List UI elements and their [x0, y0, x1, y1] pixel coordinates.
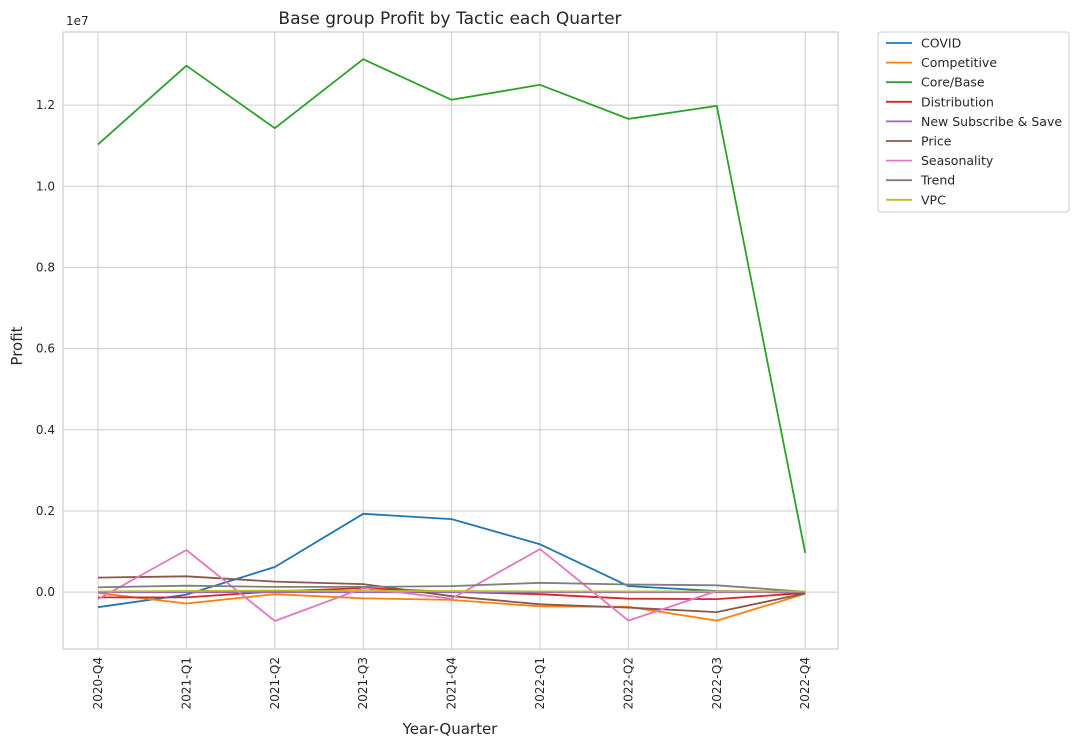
y-axis-label: Profit: [8, 326, 26, 365]
series-line-6: [97, 548, 806, 622]
legend-label: COVID: [921, 36, 961, 51]
x-axis-ticks: 2020-Q4 2021-Q1 2021-Q2 2021-Q3 2021-Q4 2022-…: [91, 657, 812, 709]
chart-title: Base group Profit by Tactic each Quarter: [278, 9, 621, 29]
x-tick-label: 2021-Q3: [356, 657, 370, 709]
series-line-8: [97, 589, 806, 593]
y-tick-label: 0.8: [36, 260, 55, 274]
x-tick-label: 2021-Q4: [445, 657, 459, 709]
legend-label: Trend: [920, 173, 955, 188]
x-tick-label: 2022-Q2: [621, 657, 635, 709]
series-line-1: [97, 592, 806, 622]
x-tick-label: 2021-Q2: [268, 657, 282, 709]
x-tick-label: 2020-Q4: [91, 657, 105, 709]
x-axis-label: Year-Quarter: [402, 720, 499, 738]
legend-label: Distribution: [921, 94, 994, 109]
y-tick-label: 0.2: [36, 504, 55, 518]
x-tick-label: 2022-Q4: [798, 657, 812, 709]
series-line-2: [97, 58, 807, 553]
y-offset-label: 1e7: [66, 14, 89, 28]
series-lines: [97, 58, 807, 622]
y-tick-label: 0.0: [36, 585, 55, 599]
y-tick-label: 0.6: [36, 342, 55, 356]
y-axis-ticks: 0.0 0.2 0.4 0.6 0.8 1.0 1.2: [36, 98, 55, 599]
y-tick-label: 0.4: [36, 423, 55, 437]
legend-label: Core/Base: [921, 75, 985, 90]
series-line-7: [97, 581, 806, 593]
legend-box: [877, 31, 1070, 213]
y-tick-label: 1.2: [36, 98, 55, 112]
grid: [63, 32, 838, 649]
plot-area: [62, 31, 839, 650]
legend-label: New Subscribe & Save: [921, 114, 1062, 129]
series-line-5: [97, 575, 806, 613]
y-tick-label: 1.0: [36, 179, 55, 193]
legend-label: VPC: [921, 192, 946, 207]
legend-label: Seasonality: [921, 153, 994, 168]
x-tick-label: 2022-Q1: [533, 657, 547, 709]
legend-label: Competitive: [921, 55, 997, 70]
legend-label: Price: [921, 134, 952, 149]
x-tick-label: 2021-Q1: [179, 657, 193, 709]
legend: COVID Competitive Core/Base Distribution New…: [877, 31, 1070, 213]
x-tick-label: 2022-Q3: [710, 657, 724, 709]
